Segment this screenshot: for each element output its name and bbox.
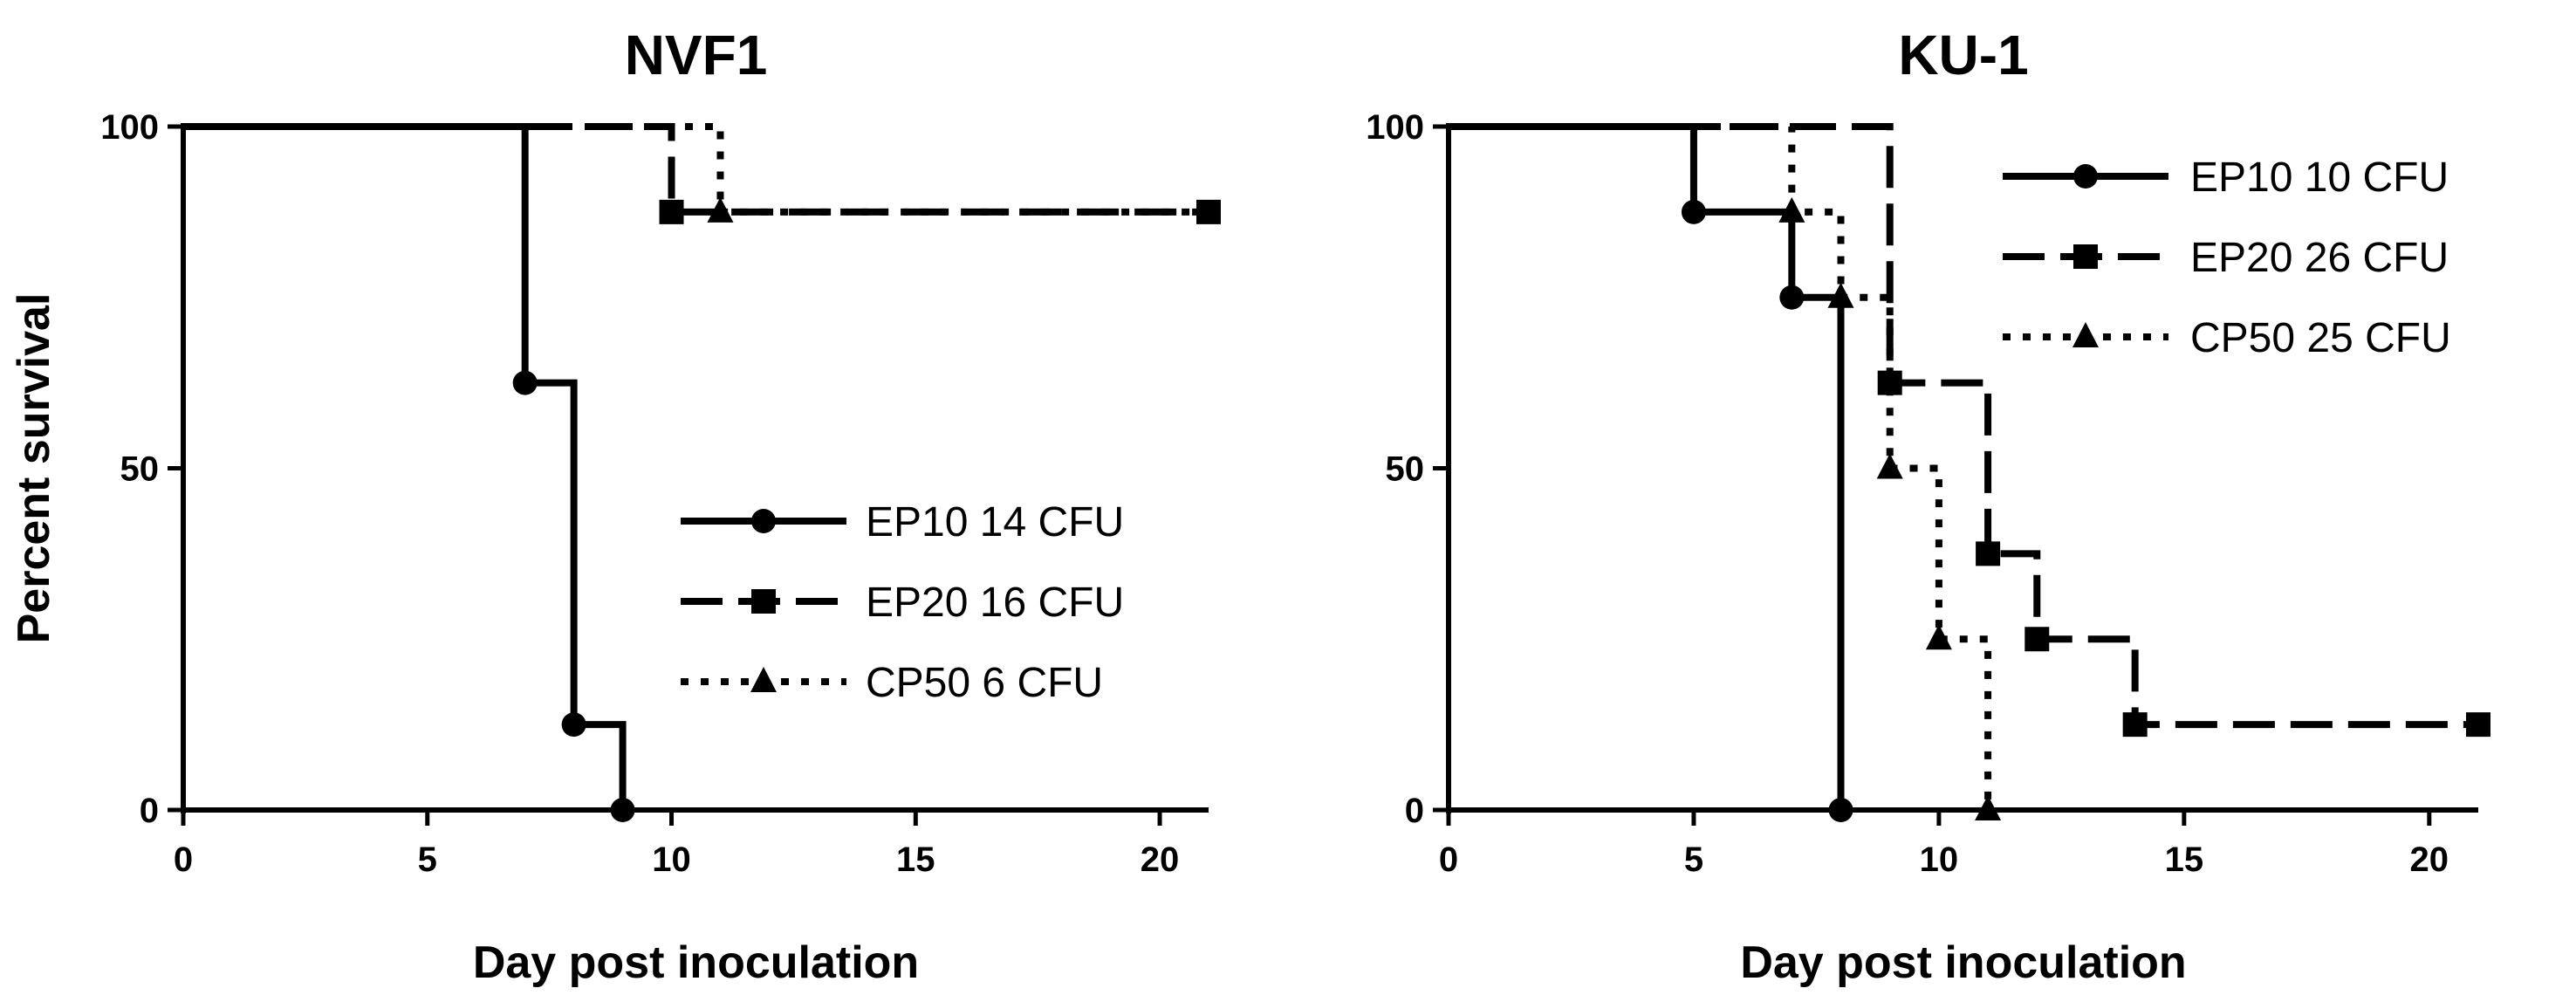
data-point xyxy=(610,798,635,822)
series-ep10-14-cfu xyxy=(183,123,635,822)
series-ep20-26-cfu xyxy=(1449,123,2490,738)
data-point xyxy=(1779,285,1805,310)
x-tick-label: 20 xyxy=(1141,841,1180,879)
y-tick-label: 100 xyxy=(1366,108,1424,147)
x-tick-label: 5 xyxy=(1684,841,1703,879)
x-tick-label: 0 xyxy=(174,841,193,879)
y-tick-label: 50 xyxy=(1386,450,1425,489)
data-point xyxy=(2122,712,2148,738)
y-tick-label: 50 xyxy=(120,450,160,489)
data-point xyxy=(1827,282,1854,308)
data-point xyxy=(2466,712,2490,738)
series-line xyxy=(183,123,1209,216)
legend-marker xyxy=(751,589,776,614)
chart-panel-1: NVF1 0 5 10 15 20 0 50 100 Day post inoculation Pe… xyxy=(9,24,1221,988)
data-point xyxy=(1976,541,2001,566)
data-point xyxy=(1681,199,1706,224)
series-line xyxy=(1449,123,1845,810)
data-point xyxy=(707,196,734,223)
legend: EP10 14 CFU EP20 16 CFU CP50 6 CFU xyxy=(681,499,1124,706)
series-line xyxy=(1449,123,1992,810)
data-point xyxy=(1778,196,1805,223)
x-tick-label: 10 xyxy=(1920,841,1959,879)
data-point xyxy=(659,199,684,224)
series-line xyxy=(1449,123,2478,729)
legend-label: EP10 14 CFU xyxy=(866,499,1124,546)
legend: EP10 10 CFU EP20 26 CFU CP50 25 CFU xyxy=(2003,154,2451,361)
y-tick-label: 100 xyxy=(100,108,159,147)
legend-marker xyxy=(2073,164,2098,189)
data-point xyxy=(561,712,586,738)
legend-marker xyxy=(2073,244,2098,269)
chart-title: KU-1 xyxy=(1898,24,2028,86)
legend-label: EP20 26 CFU xyxy=(2190,235,2449,281)
y-tick-label: 0 xyxy=(140,792,159,830)
x-tick-label: 15 xyxy=(896,841,935,879)
series-line xyxy=(183,123,627,810)
data-point xyxy=(1876,453,1903,479)
x-axis-label: Day post inoculation xyxy=(473,937,919,988)
legend-marker xyxy=(751,509,776,533)
legend-label: EP20 16 CFU xyxy=(866,580,1124,626)
legend-label: CP50 25 CFU xyxy=(2190,315,2451,361)
legend-marker xyxy=(750,667,777,692)
data-point xyxy=(1828,798,1853,822)
series-line xyxy=(183,123,1209,216)
y-axis-label: Percent survival xyxy=(9,293,59,644)
x-axis-label: Day post inoculation xyxy=(1740,937,2186,988)
series-cp50-25-cfu xyxy=(1449,123,2002,820)
chart-title: NVF1 xyxy=(625,24,768,86)
x-tick-label: 0 xyxy=(1439,841,1458,879)
x-tick-label: 10 xyxy=(652,841,691,879)
x-tick-label: 5 xyxy=(418,841,437,879)
data-point xyxy=(1925,624,1952,650)
data-point xyxy=(2024,627,2050,652)
series-cp50-6-cfu xyxy=(183,123,1209,223)
data-point xyxy=(1975,795,2002,820)
x-tick-label: 15 xyxy=(2165,841,2204,879)
data-point xyxy=(512,370,538,395)
chart-panel-2: KU-1 0 5 10 15 20 0 50 100 Day post inoculation EP… xyxy=(1366,24,2490,988)
legend-marker xyxy=(2072,322,2099,347)
series-ep10-10-cfu xyxy=(1449,123,1853,822)
legend-label: CP50 6 CFU xyxy=(866,660,1103,706)
legend-label: EP10 10 CFU xyxy=(2190,154,2449,201)
x-tick-label: 20 xyxy=(2410,841,2449,879)
y-tick-label: 0 xyxy=(1405,792,1424,830)
